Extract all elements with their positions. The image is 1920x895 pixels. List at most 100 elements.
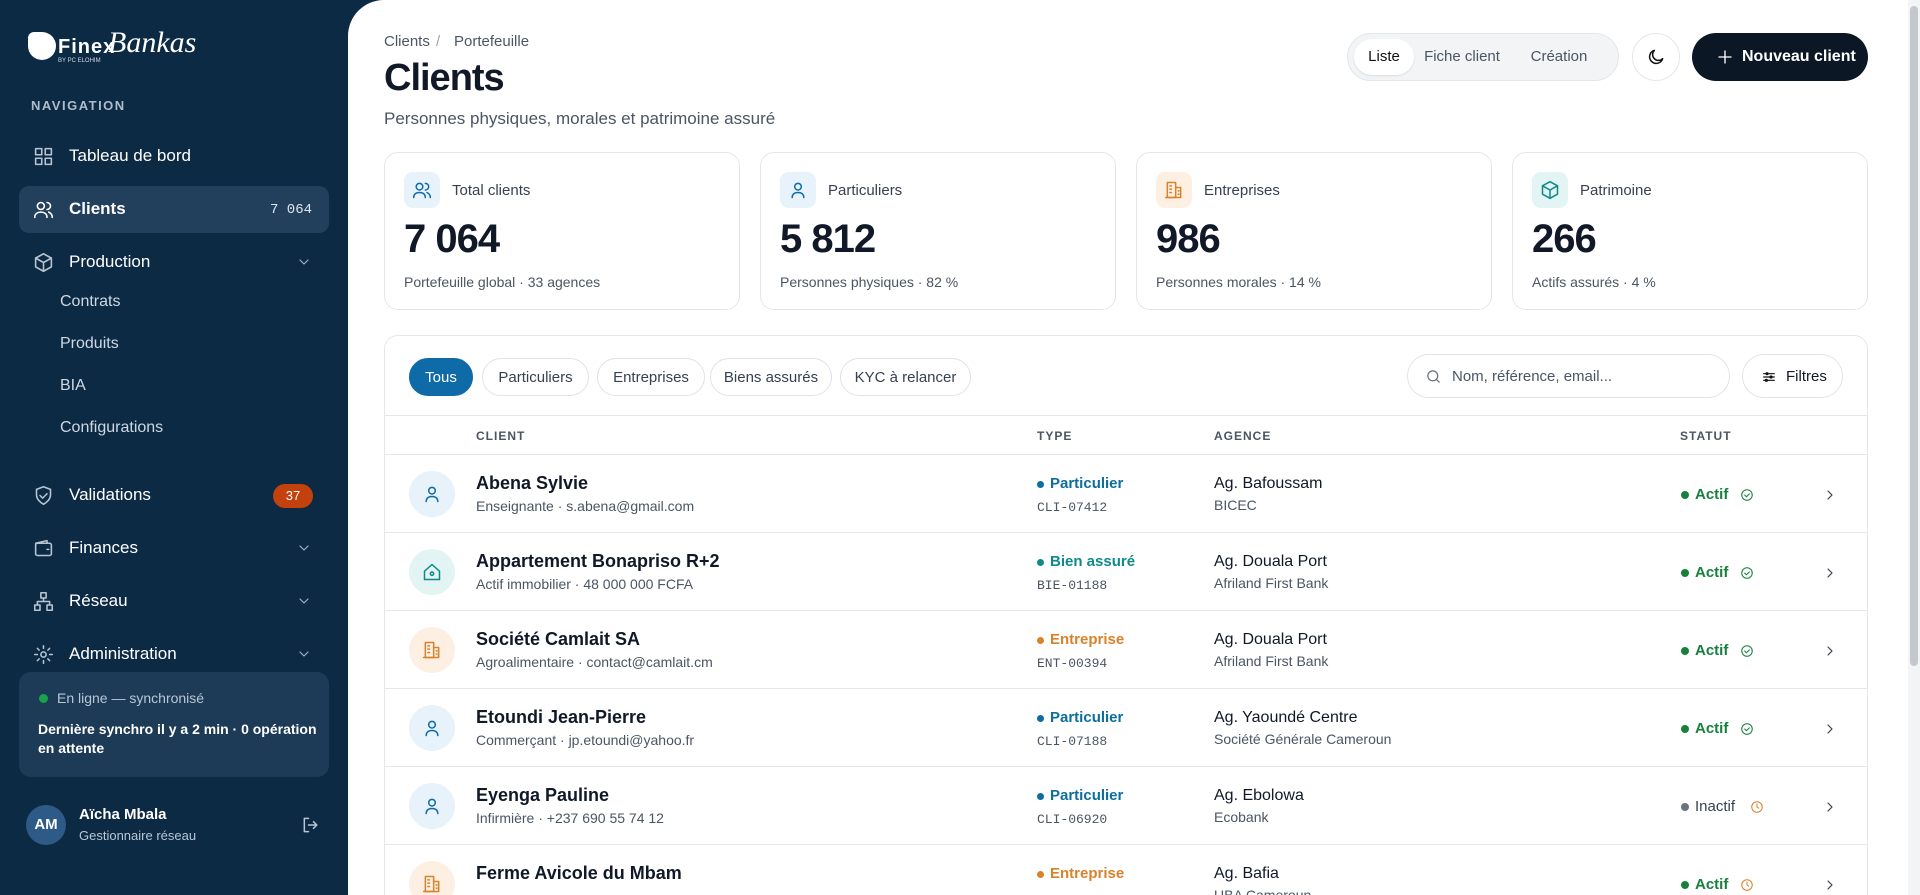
client-type: Entreprise	[1050, 865, 1125, 882]
right-icon	[1822, 487, 1838, 503]
icon	[1827, 880, 1833, 890]
column-header: TYPE	[1037, 429, 1073, 443]
sliders-icon	[1761, 369, 1777, 385]
icon	[1648, 49, 1664, 65]
bank: Société Générale Cameroun	[1214, 731, 1392, 747]
icon	[1741, 723, 1753, 735]
breadcrumb[interactable]: Clients	[384, 33, 430, 50]
nav-subitem[interactable]: BIA	[60, 377, 86, 394]
nav-item[interactable]: Validations	[69, 485, 151, 504]
users-icon	[412, 180, 432, 200]
filter-chip[interactable]: Tous	[409, 358, 473, 396]
status: Actif	[1695, 642, 1729, 659]
chev-icon	[296, 646, 312, 662]
filters-button[interactable]: Filtres	[1742, 354, 1843, 398]
table-row[interactable]: Etoundi Jean-Pierre Commerçant · jp.etoun…	[385, 689, 1867, 767]
chev-icon	[296, 593, 312, 609]
icon	[1741, 645, 1753, 657]
status-dot	[1681, 569, 1689, 577]
right-icon	[1822, 877, 1838, 893]
right-icon	[1822, 643, 1838, 659]
filter-chip[interactable]: KYC à relancer	[840, 358, 971, 396]
icon	[1718, 50, 1732, 64]
nav-subitem[interactable]: Contrats	[60, 293, 121, 310]
agency: Ag. Douala Port	[1214, 553, 1327, 570]
search-icon	[1425, 368, 1442, 385]
table-row[interactable]: Appartement Bonapriso R+2 Actif immobilie…	[385, 533, 1867, 611]
table-row[interactable]: Société Camlait SA Agroalimentaire · cont…	[385, 611, 1867, 689]
search-placeholder: Nom, référence, email...	[1452, 368, 1613, 385]
type-dot	[1037, 871, 1044, 878]
client-detail: Commerçant · jp.etoundi@yahoo.fr	[476, 732, 695, 748]
nav-item[interactable]: Production	[69, 252, 151, 271]
status-dot	[1681, 881, 1689, 889]
stat-card: Patrimoine 266 Actifs assurés · 4 %	[1512, 152, 1868, 310]
type-dot	[1037, 715, 1044, 722]
ok-icon	[1740, 488, 1754, 502]
table-row[interactable]: Abena Sylvie Enseignante · s.abena@gmail.…	[385, 455, 1867, 533]
client-code: CLI-07412	[1037, 500, 1108, 515]
stat-card: Total clients 7 064 Portefeuille global · …	[384, 152, 740, 310]
status-dot	[39, 694, 48, 703]
row-avatar	[409, 861, 455, 895]
client-type: Bien assuré	[1050, 553, 1136, 570]
stat-card: Entreprises 986 Personnes morales · 14 %	[1136, 152, 1492, 310]
icon	[1741, 879, 1753, 891]
table-row[interactable]: Eyenga Pauline Infirmière · +237 690 55 7…	[385, 767, 1867, 845]
tab[interactable]: Fiche client	[1424, 48, 1500, 65]
icon	[299, 598, 309, 604]
new-client-button[interactable]: Nouveau client	[1692, 33, 1868, 81]
type-dot	[1037, 793, 1044, 800]
status: Actif	[1695, 486, 1729, 503]
icon	[423, 563, 441, 581]
nav-item[interactable]: Tableau de bord	[69, 146, 191, 165]
ok-icon	[1740, 722, 1754, 736]
stat-value: 986	[1156, 217, 1221, 261]
nav-subitem[interactable]: Produits	[60, 335, 119, 352]
nav-item[interactable]: Finances	[69, 538, 138, 557]
filter-chip[interactable]: Biens assurés	[710, 358, 832, 396]
stat-note: Personnes physiques · 82 %	[780, 274, 959, 290]
tab[interactable]: Création	[1530, 48, 1588, 65]
filter-chip[interactable]: Entreprises	[597, 358, 705, 396]
column-header: STATUT	[1680, 429, 1732, 443]
nav-item[interactable]: Administration	[69, 644, 177, 663]
column-header: CLIENT	[476, 429, 526, 443]
icon	[33, 201, 54, 219]
client-type: Particulier	[1050, 787, 1124, 804]
stat-value: 5 812	[780, 217, 876, 261]
icon	[1827, 490, 1833, 500]
table-row[interactable]: Ferme Avicole du Mbam Entreprise Ag. Bafia…	[385, 845, 1867, 895]
client-code: ENT-00394	[1037, 656, 1108, 671]
user-role: Gestionnaire réseau	[79, 828, 197, 843]
icon	[422, 641, 440, 659]
page-subtitle: Personnes physiques, morales et patrimoi…	[384, 109, 776, 128]
user-icon	[422, 796, 442, 816]
breadcrumb: Portefeuille	[454, 33, 530, 50]
stat-icon-bg	[1156, 172, 1192, 208]
user-name: Aïcha Mbala	[79, 806, 167, 823]
clients-panel: Tous Particuliers Entreprises Biens assurés…	[384, 335, 1868, 895]
bank: Ecobank	[1214, 809, 1269, 825]
building-icon	[1164, 180, 1184, 200]
client-code: BIE-01188	[1037, 578, 1108, 593]
search-box[interactable]: Nom, référence, email...	[1407, 354, 1730, 398]
status: Actif	[1695, 564, 1729, 581]
nav-item[interactable]: Clients	[69, 199, 126, 218]
icon	[1827, 568, 1833, 578]
scrollbar-thumb	[1910, 6, 1918, 666]
stat-value: 7 064	[404, 217, 500, 261]
stat-note: Actifs assurés · 4 %	[1532, 274, 1656, 290]
status: Actif	[1695, 720, 1729, 737]
tab[interactable]: Liste	[1354, 39, 1414, 75]
bank: Afriland First Bank	[1214, 653, 1329, 669]
nav-subitem[interactable]: Configurations	[60, 419, 164, 436]
net-icon	[33, 591, 54, 612]
ok-icon	[1740, 566, 1754, 580]
right-icon	[1822, 565, 1838, 581]
theme-toggle[interactable]	[1632, 33, 1680, 81]
wait-icon	[1740, 878, 1754, 892]
nav-item[interactable]: Réseau	[69, 591, 128, 610]
icon	[425, 486, 439, 503]
filter-chip[interactable]: Particuliers	[482, 358, 589, 396]
